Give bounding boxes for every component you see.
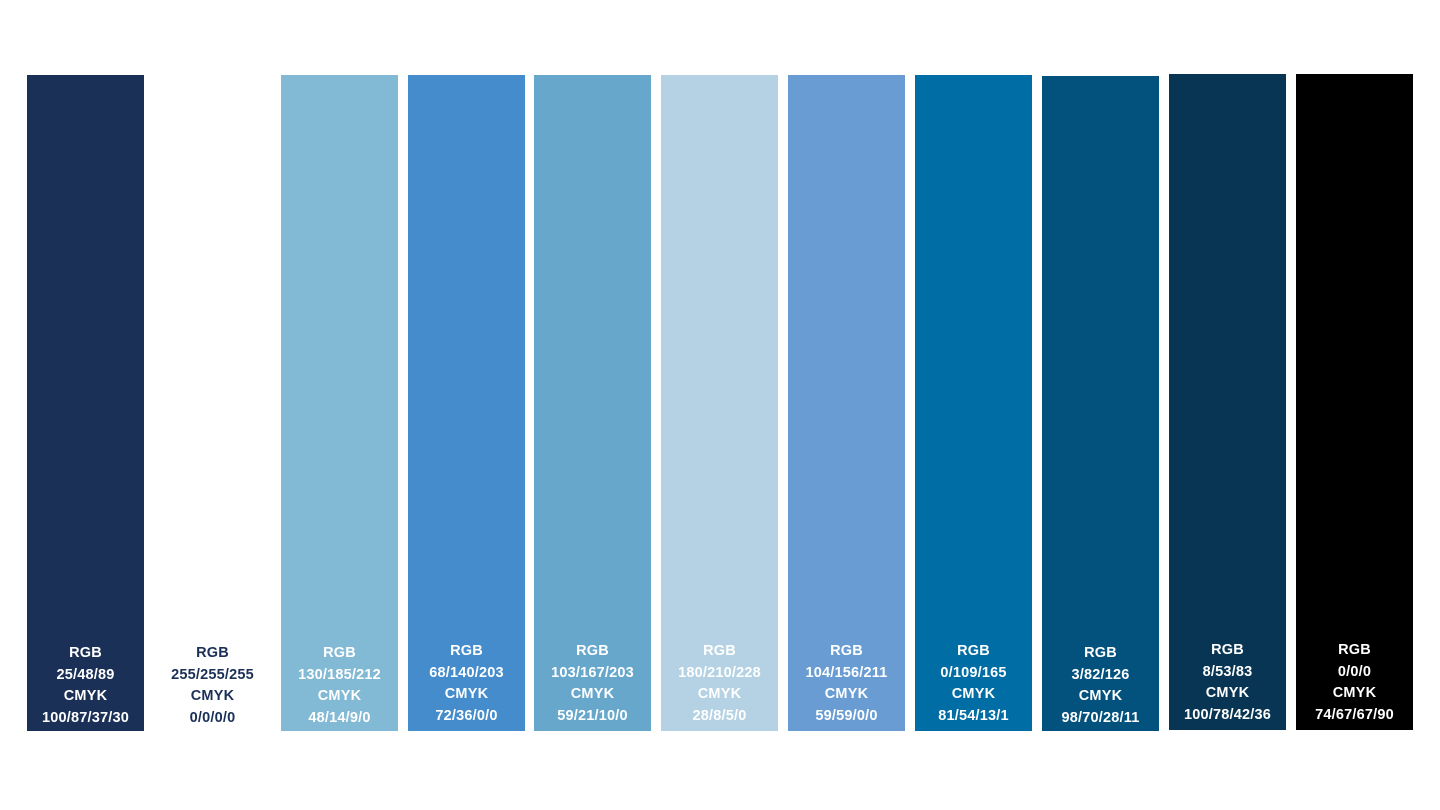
cmyk-value: 59/21/10/0 [557, 707, 628, 724]
cmyk-value: 72/36/0/0 [435, 707, 498, 724]
color-swatch: RGB 103/167/203 CMYK 59/21/10/0 [534, 75, 651, 731]
rgb-label: RGB [323, 645, 356, 661]
cmyk-label: CMYK [570, 686, 615, 702]
rgb-label: RGB [957, 643, 990, 659]
swatch-caption: RGB 68/140/203 CMYK 72/36/0/0 [408, 641, 525, 729]
rgb-label: RGB [830, 643, 863, 659]
color-swatch: RGB 25/48/89 CMYK 100/87/37/30 [27, 75, 144, 731]
cmyk-label: CMYK [824, 686, 869, 702]
color-swatch: RGB 130/185/212 CMYK 48/14/9/0 [281, 75, 398, 731]
rgb-value: 103/167/203 [551, 664, 634, 681]
rgb-label: RGB [703, 643, 736, 659]
rgb-value: 104/156/211 [805, 664, 888, 681]
swatch-caption: RGB 104/156/211 CMYK 59/59/0/0 [788, 641, 905, 729]
rgb-label: RGB [1338, 642, 1371, 658]
color-swatch: RGB 104/156/211 CMYK 59/59/0/0 [788, 75, 905, 731]
color-swatch: RGB 180/210/228 CMYK 28/8/5/0 [661, 75, 778, 731]
cmyk-value: 0/0/0/0 [189, 709, 236, 726]
cmyk-label: CMYK [190, 688, 235, 704]
cmyk-value: 100/78/42/36 [1183, 706, 1272, 723]
cmyk-label: CMYK [1332, 685, 1377, 701]
cmyk-value: 59/59/0/0 [815, 707, 878, 724]
cmyk-label: CMYK [951, 686, 996, 702]
cmyk-label: CMYK [697, 686, 742, 702]
color-swatch: RGB 255/255/255 CMYK 0/0/0/0 [154, 75, 271, 731]
color-swatch: RGB 68/140/203 CMYK 72/36/0/0 [408, 75, 525, 731]
swatch-caption: RGB 130/185/212 CMYK 48/14/9/0 [281, 643, 398, 731]
color-swatch: RGB 3/82/126 CMYK 98/70/28/11 [1042, 76, 1159, 731]
rgb-value: 255/255/255 [171, 666, 254, 683]
cmyk-label: CMYK [1205, 685, 1250, 701]
rgb-value: 3/82/126 [1071, 666, 1130, 683]
cmyk-value: 74/67/67/90 [1315, 706, 1394, 723]
cmyk-value: 100/87/37/30 [41, 709, 130, 726]
rgb-label: RGB [1211, 642, 1244, 658]
rgb-value: 0/109/165 [940, 664, 1007, 681]
cmyk-value: 48/14/9/0 [308, 709, 371, 726]
swatch-caption: RGB 0/0/0 CMYK 74/67/67/90 [1296, 640, 1413, 728]
swatch-caption: RGB 8/53/83 CMYK 100/78/42/36 [1169, 640, 1286, 728]
rgb-value: 68/140/203 [429, 664, 504, 681]
cmyk-label: CMYK [63, 688, 108, 704]
rgb-value: 25/48/89 [56, 666, 115, 683]
rgb-value: 0/0/0 [1337, 663, 1372, 680]
swatch-caption: RGB 25/48/89 CMYK 100/87/37/30 [27, 643, 144, 731]
swatch-caption: RGB 103/167/203 CMYK 59/21/10/0 [534, 641, 651, 729]
rgb-label: RGB [576, 643, 609, 659]
color-swatch: RGB 0/0/0 CMYK 74/67/67/90 [1296, 74, 1413, 730]
cmyk-label: CMYK [444, 686, 489, 702]
cmyk-label: CMYK [1078, 688, 1123, 704]
swatch-caption: RGB 180/210/228 CMYK 28/8/5/0 [661, 641, 778, 729]
cmyk-value: 98/70/28/11 [1061, 709, 1140, 726]
rgb-label: RGB [450, 643, 483, 659]
rgb-label: RGB [196, 645, 229, 661]
rgb-value: 180/210/228 [678, 664, 761, 681]
cmyk-value: 81/54/13/1 [938, 707, 1009, 724]
rgb-label: RGB [69, 645, 102, 661]
swatch-caption: RGB 0/109/165 CMYK 81/54/13/1 [915, 641, 1032, 729]
swatch-caption: RGB 255/255/255 CMYK 0/0/0/0 [154, 643, 271, 731]
rgb-value: 130/185/212 [298, 666, 381, 683]
cmyk-value: 28/8/5/0 [692, 707, 747, 724]
swatch-caption: RGB 3/82/126 CMYK 98/70/28/11 [1042, 643, 1159, 731]
rgb-value: 8/53/83 [1202, 663, 1253, 680]
color-swatch: RGB 8/53/83 CMYK 100/78/42/36 [1169, 74, 1286, 730]
color-swatch: RGB 0/109/165 CMYK 81/54/13/1 [915, 75, 1032, 731]
cmyk-label: CMYK [317, 688, 362, 704]
rgb-label: RGB [1084, 645, 1117, 661]
